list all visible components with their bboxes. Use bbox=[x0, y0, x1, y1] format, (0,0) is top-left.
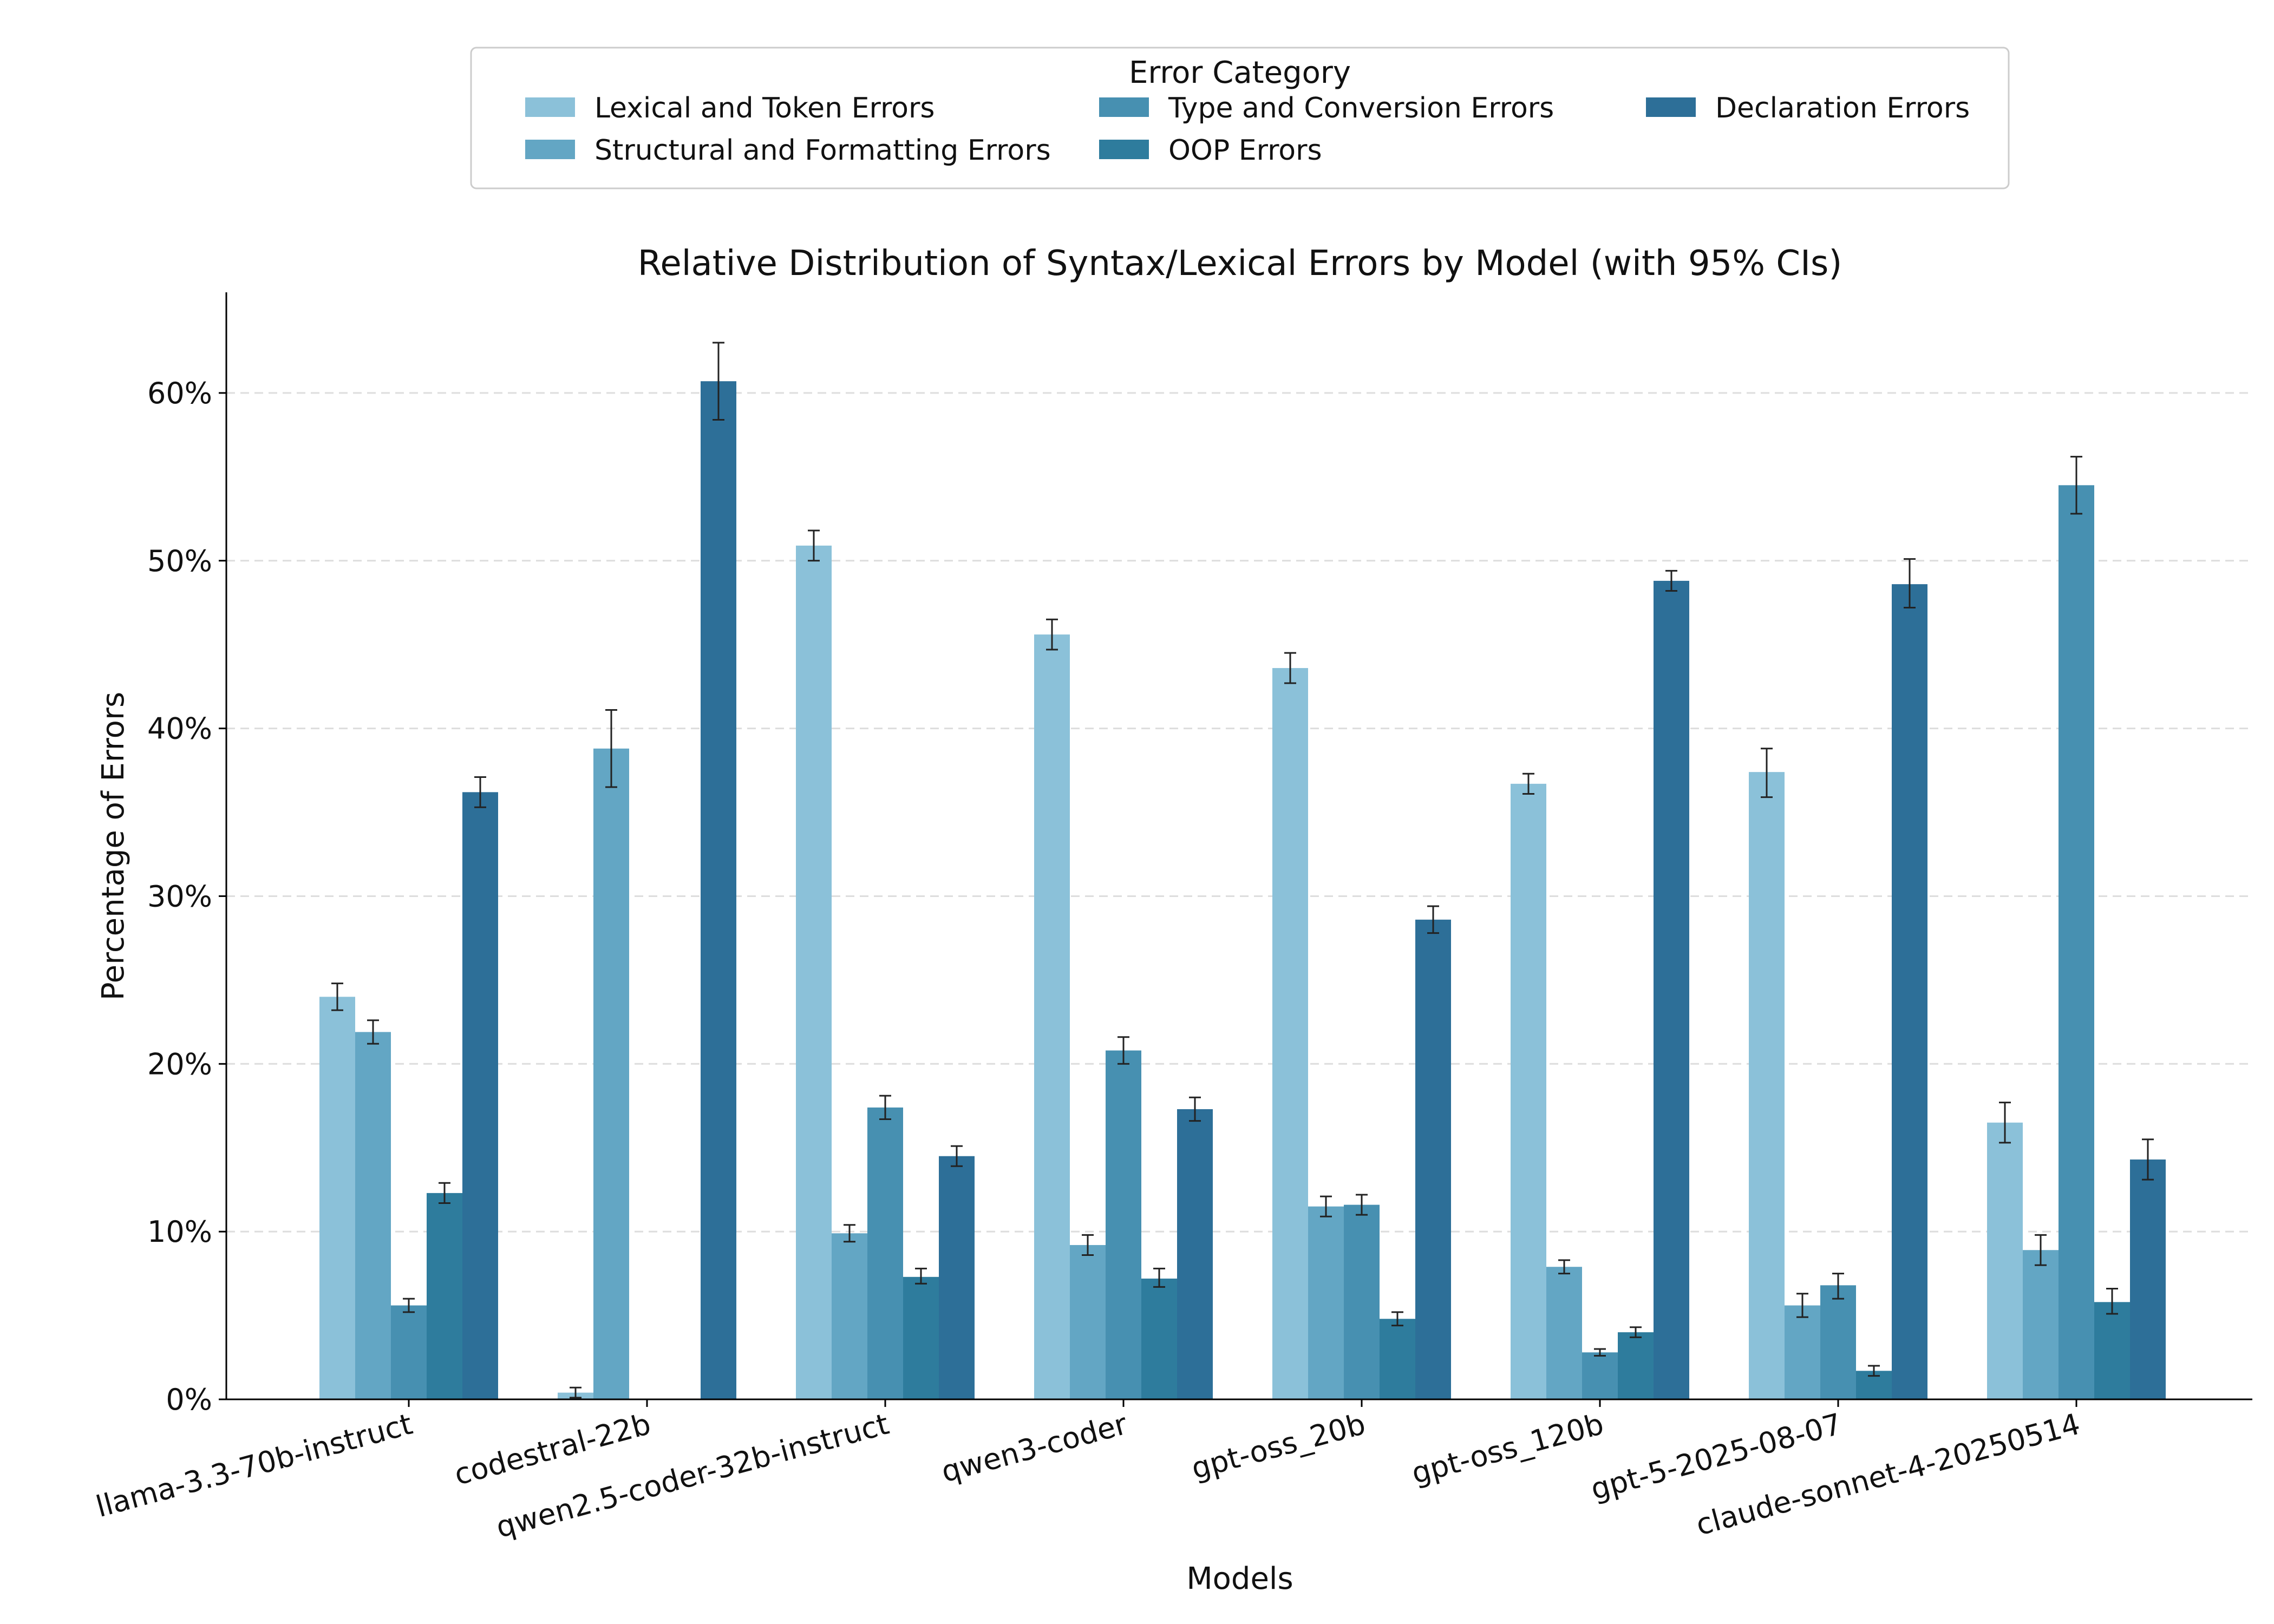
bar-oop-errors-qwen3-coder bbox=[1141, 1278, 1177, 1399]
y-tick-label: 60% bbox=[147, 376, 212, 410]
error-bars bbox=[331, 342, 2154, 1399]
bar-declaration-errors-llama-3-3-70b-instruct bbox=[462, 792, 498, 1399]
bar-structural-and-formatting-errors-gpt-5-2025-08-07 bbox=[1785, 1305, 1820, 1399]
x-axis-label: Models bbox=[1186, 1561, 1293, 1596]
bars bbox=[319, 381, 2166, 1400]
bar-structural-and-formatting-errors-gpt-oss-20b bbox=[1308, 1206, 1344, 1399]
bar-declaration-errors-qwen3-coder bbox=[1177, 1109, 1213, 1399]
bar-type-and-conversion-errors-llama-3-3-70b-instruct bbox=[391, 1305, 427, 1399]
bar-lexical-and-token-errors-qwen2-5-coder-32b-instruct bbox=[796, 545, 832, 1399]
bar-lexical-and-token-errors-gpt-oss-20b bbox=[1272, 668, 1308, 1399]
legend-label-structural-and-formatting-errors: Structural and Formatting Errors bbox=[594, 134, 1051, 167]
legend-label-lexical-and-token-errors: Lexical and Token Errors bbox=[594, 92, 935, 125]
bar-oop-errors-gpt-oss-120b bbox=[1618, 1332, 1654, 1399]
bar-lexical-and-token-errors-gpt-oss-120b bbox=[1511, 783, 1546, 1399]
bar-lexical-and-token-errors-claude-sonnet-4-20250514 bbox=[1987, 1122, 2023, 1399]
legend-swatch-structural-and-formatting-errors bbox=[525, 140, 575, 159]
axes bbox=[225, 292, 2252, 1400]
y-ticks: 0% 10% 20% 30% 40% 50% 60% bbox=[147, 376, 226, 1417]
y-tick-label: 40% bbox=[147, 712, 212, 746]
bar-structural-and-formatting-errors-llama-3-3-70b-instruct bbox=[355, 1032, 391, 1399]
legend: Error Category Lexical and Token Errors S… bbox=[470, 47, 2010, 189]
bar-structural-and-formatting-errors-codestral-22b bbox=[593, 748, 629, 1399]
y-tick-label: 10% bbox=[147, 1215, 212, 1249]
legend-swatch-declaration-errors bbox=[1646, 97, 1696, 117]
bar-lexical-and-token-errors-llama-3-3-70b-instruct bbox=[319, 997, 355, 1399]
bar-type-and-conversion-errors-gpt-oss-20b bbox=[1344, 1204, 1380, 1399]
bar-declaration-errors-gpt-5-2025-08-07 bbox=[1892, 584, 1927, 1399]
chart-title: Relative Distribution of Syntax/Lexical … bbox=[638, 244, 1842, 284]
legend-swatch-lexical-and-token-errors bbox=[525, 97, 575, 117]
y-tick-label: 50% bbox=[147, 544, 212, 578]
bar-oop-errors-llama-3-3-70b-instruct bbox=[427, 1193, 462, 1399]
bar-declaration-errors-claude-sonnet-4-20250514 bbox=[2130, 1159, 2166, 1399]
bar-structural-and-formatting-errors-claude-sonnet-4-20250514 bbox=[2023, 1250, 2059, 1399]
bar-type-and-conversion-errors-qwen2-5-coder-32b-instruct bbox=[867, 1107, 903, 1399]
bar-type-and-conversion-errors-qwen3-coder bbox=[1106, 1050, 1141, 1399]
y-tick-label: 20% bbox=[147, 1047, 212, 1081]
legend-frame bbox=[470, 47, 2010, 189]
bar-structural-and-formatting-errors-qwen3-coder bbox=[1070, 1245, 1106, 1399]
bar-type-and-conversion-errors-gpt-oss-120b bbox=[1582, 1352, 1618, 1399]
bar-lexical-and-token-errors-qwen3-coder bbox=[1034, 634, 1070, 1399]
legend-label-oop-errors: OOP Errors bbox=[1168, 134, 1322, 167]
bar-oop-errors-claude-sonnet-4-20250514 bbox=[2094, 1302, 2130, 1399]
legend-title: Error Category bbox=[1129, 55, 1351, 90]
bar-lexical-and-token-errors-gpt-5-2025-08-07 bbox=[1749, 772, 1785, 1399]
bar-declaration-errors-codestral-22b bbox=[701, 381, 736, 1399]
y-tick-label: 0% bbox=[166, 1383, 212, 1417]
legend-label-type-and-conversion-errors: Type and Conversion Errors bbox=[1168, 92, 1554, 125]
bar-structural-and-formatting-errors-gpt-oss-120b bbox=[1546, 1267, 1582, 1399]
y-tick-label: 30% bbox=[147, 879, 212, 913]
legend-swatch-oop-errors bbox=[1099, 140, 1149, 159]
bar-type-and-conversion-errors-gpt-5-2025-08-07 bbox=[1820, 1285, 1856, 1399]
legend-label-declaration-errors: Declaration Errors bbox=[1715, 92, 1970, 125]
bar-oop-errors-qwen2-5-coder-32b-instruct bbox=[903, 1276, 939, 1399]
y-axis-label: Percentage of Errors bbox=[96, 692, 131, 1000]
legend-swatch-type-and-conversion-errors bbox=[1099, 97, 1149, 117]
bar-declaration-errors-gpt-oss-120b bbox=[1654, 580, 1689, 1399]
bar-structural-and-formatting-errors-qwen2-5-coder-32b-instruct bbox=[832, 1233, 867, 1399]
bar-declaration-errors-gpt-oss-20b bbox=[1415, 919, 1451, 1399]
bar-declaration-errors-qwen2-5-coder-32b-instruct bbox=[939, 1156, 975, 1399]
bar-oop-errors-gpt-oss-20b bbox=[1380, 1319, 1415, 1399]
bar-type-and-conversion-errors-claude-sonnet-4-20250514 bbox=[2059, 485, 2094, 1400]
